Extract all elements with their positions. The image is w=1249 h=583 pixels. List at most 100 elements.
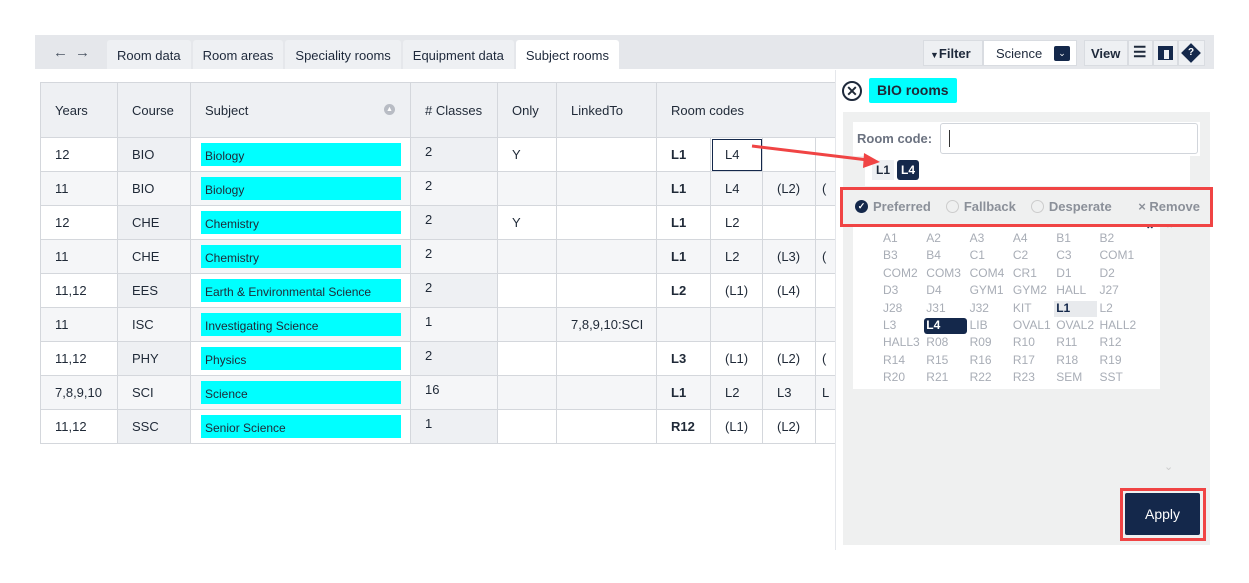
cell-linkedto[interactable]: 7,8,9,10:SCI — [556, 307, 657, 342]
cell-only[interactable] — [497, 171, 557, 206]
cell-subject[interactable]: Senior Science — [190, 409, 411, 444]
room-option[interactable]: L2 — [1099, 300, 1113, 315]
cell-classes[interactable]: 2 — [410, 341, 498, 376]
cell-years[interactable]: 11,12 — [40, 409, 118, 444]
cell-linkedto[interactable] — [556, 375, 657, 410]
cell-room-code[interactable]: (L2) — [762, 409, 816, 444]
cell-subject[interactable]: Science — [190, 375, 411, 410]
room-option[interactable]: J32 — [969, 300, 989, 315]
cell-room-code[interactable]: (L3) — [762, 239, 816, 274]
tab-equipment-data[interactable]: Equipment data — [402, 40, 514, 69]
cell-room-code[interactable]: R12 — [656, 409, 711, 444]
chip-l1[interactable]: L1 — [872, 160, 895, 180]
cell-subject[interactable]: Chemistry — [190, 205, 411, 240]
cell-subject[interactable]: Chemistry — [190, 239, 411, 274]
cell-years[interactable]: 11,12 — [40, 341, 118, 376]
cell-subject[interactable]: Biology — [190, 137, 411, 172]
cell-years[interactable]: 7,8,9,10 — [40, 375, 118, 410]
filter-button[interactable]: ▼Filter — [923, 40, 983, 66]
room-option[interactable]: R20 — [883, 370, 906, 385]
room-option[interactable]: GYM1 — [969, 283, 1004, 298]
cell-years[interactable]: 11 — [40, 239, 118, 274]
cell-room-code[interactable]: (L2) — [762, 171, 816, 206]
room-option[interactable]: D1 — [1056, 265, 1072, 280]
header-years[interactable]: Years — [40, 82, 118, 138]
cell-classes[interactable]: 1 — [410, 409, 498, 444]
cell-subject[interactable]: Investigating Science — [190, 307, 411, 342]
sort-icon[interactable]: ▲ — [384, 104, 395, 115]
cell-room-code[interactable]: L2 — [710, 239, 763, 274]
cell-only[interactable] — [497, 307, 557, 342]
scroll-down-icon[interactable]: ⌄ — [1164, 461, 1174, 473]
cell-only[interactable]: Y — [497, 137, 557, 172]
room-option[interactable]: J28 — [883, 300, 903, 315]
cell-room-code[interactable]: L4 — [710, 137, 763, 172]
layout-icon[interactable] — [1153, 40, 1178, 66]
cell-room-code[interactable]: L4 — [710, 171, 763, 206]
room-option[interactable]: R16 — [969, 352, 992, 367]
cell-only[interactable] — [497, 239, 557, 274]
apply-button[interactable]: Apply — [1125, 493, 1200, 535]
header-course[interactable]: Course — [117, 82, 191, 138]
cell-only[interactable] — [497, 409, 557, 444]
room-option[interactable]: R17 — [1012, 352, 1035, 367]
chip-l4[interactable]: L4 — [897, 160, 920, 180]
cell-room-code[interactable] — [762, 137, 816, 172]
help-icon[interactable]: ? — [1178, 40, 1205, 66]
room-option[interactable]: B4 — [926, 248, 941, 263]
room-option[interactable]: OVAL2 — [1056, 318, 1094, 332]
cell-years[interactable]: 12 — [40, 205, 118, 240]
room-option[interactable]: R15 — [926, 352, 949, 367]
header-room-codes[interactable]: Room codes — [655, 82, 857, 138]
cell-years[interactable]: 11 — [40, 307, 118, 342]
close-icon[interactable]: ✕ — [842, 81, 862, 101]
room-option[interactable]: GYM2 — [1012, 283, 1047, 298]
table-row[interactable]: 7,8,9,10 SCI Science 16 L1 L2 L3 L — [40, 375, 857, 410]
room-option[interactable]: B1 — [1056, 231, 1071, 245]
room-option[interactable]: L1 — [1054, 300, 1098, 317]
table-row[interactable]: 11,12 PHY Physics 2 L3 (L1) (L2)( — [40, 341, 857, 376]
tab-speciality-rooms[interactable]: Speciality rooms — [285, 40, 401, 69]
room-option[interactable]: C3 — [1056, 248, 1072, 263]
room-option[interactable]: CR1 — [1012, 265, 1037, 280]
cell-course[interactable]: BIO — [117, 171, 191, 206]
room-option[interactable]: R23 — [1012, 370, 1035, 385]
table-row[interactable]: 11 ISC Investigating Science 1 7,8,9,10:… — [40, 307, 857, 342]
room-option[interactable]: COM3 — [926, 265, 961, 280]
cell-linkedto[interactable] — [556, 239, 657, 274]
cell-room-code[interactable]: (L4) — [762, 273, 816, 308]
cell-years[interactable]: 11 — [40, 171, 118, 206]
cell-room-code[interactable]: L3 — [656, 341, 711, 376]
room-option[interactable]: D2 — [1099, 265, 1115, 280]
desperate-radio[interactable] — [1030, 200, 1044, 213]
tab-room-data[interactable]: Room data — [107, 40, 191, 69]
room-option[interactable]: B2 — [1099, 231, 1115, 245]
cell-classes[interactable]: 2 — [410, 137, 498, 172]
room-option[interactable]: J27 — [1099, 283, 1119, 298]
cell-room-code[interactable]: L1 — [656, 239, 711, 274]
cell-room-code[interactable]: L2 — [656, 273, 711, 308]
list-icon[interactable]: ☰ — [1128, 40, 1153, 66]
room-option[interactable]: R21 — [926, 370, 949, 385]
cell-room-code[interactable]: (L1) — [710, 273, 763, 308]
room-option[interactable]: COM4 — [969, 265, 1005, 280]
room-option[interactable]: HALL2 — [1099, 318, 1137, 332]
fallback-radio[interactable] — [945, 200, 959, 213]
cell-classes[interactable]: 2 — [410, 273, 498, 308]
cell-room-code[interactable]: (L2) — [762, 341, 816, 376]
cell-room-code[interactable]: L3 — [762, 375, 816, 410]
room-option[interactable]: R12 — [1099, 335, 1122, 350]
cell-room-code[interactable]: (L1) — [710, 341, 763, 376]
tab-room-areas[interactable]: Room areas — [192, 40, 284, 69]
room-option[interactable]: R14 — [883, 352, 906, 367]
cell-years[interactable]: 11,12 — [40, 273, 118, 308]
room-option[interactable]: COM2 — [883, 265, 918, 280]
cell-course[interactable]: ISC — [117, 307, 191, 342]
table-row[interactable]: 12 CHE Chemistry 2 Y L1 L2 — [40, 205, 857, 240]
cell-classes[interactable]: 2 — [410, 239, 498, 274]
room-option[interactable]: HALL — [1056, 283, 1087, 298]
scroll-up-icon-faint[interactable]: ⌃ — [1165, 224, 1175, 236]
cell-room-code[interactable]: L2 — [710, 375, 763, 410]
cell-linkedto[interactable] — [556, 137, 657, 172]
header-linkedto[interactable]: LinkedTo — [556, 82, 657, 138]
